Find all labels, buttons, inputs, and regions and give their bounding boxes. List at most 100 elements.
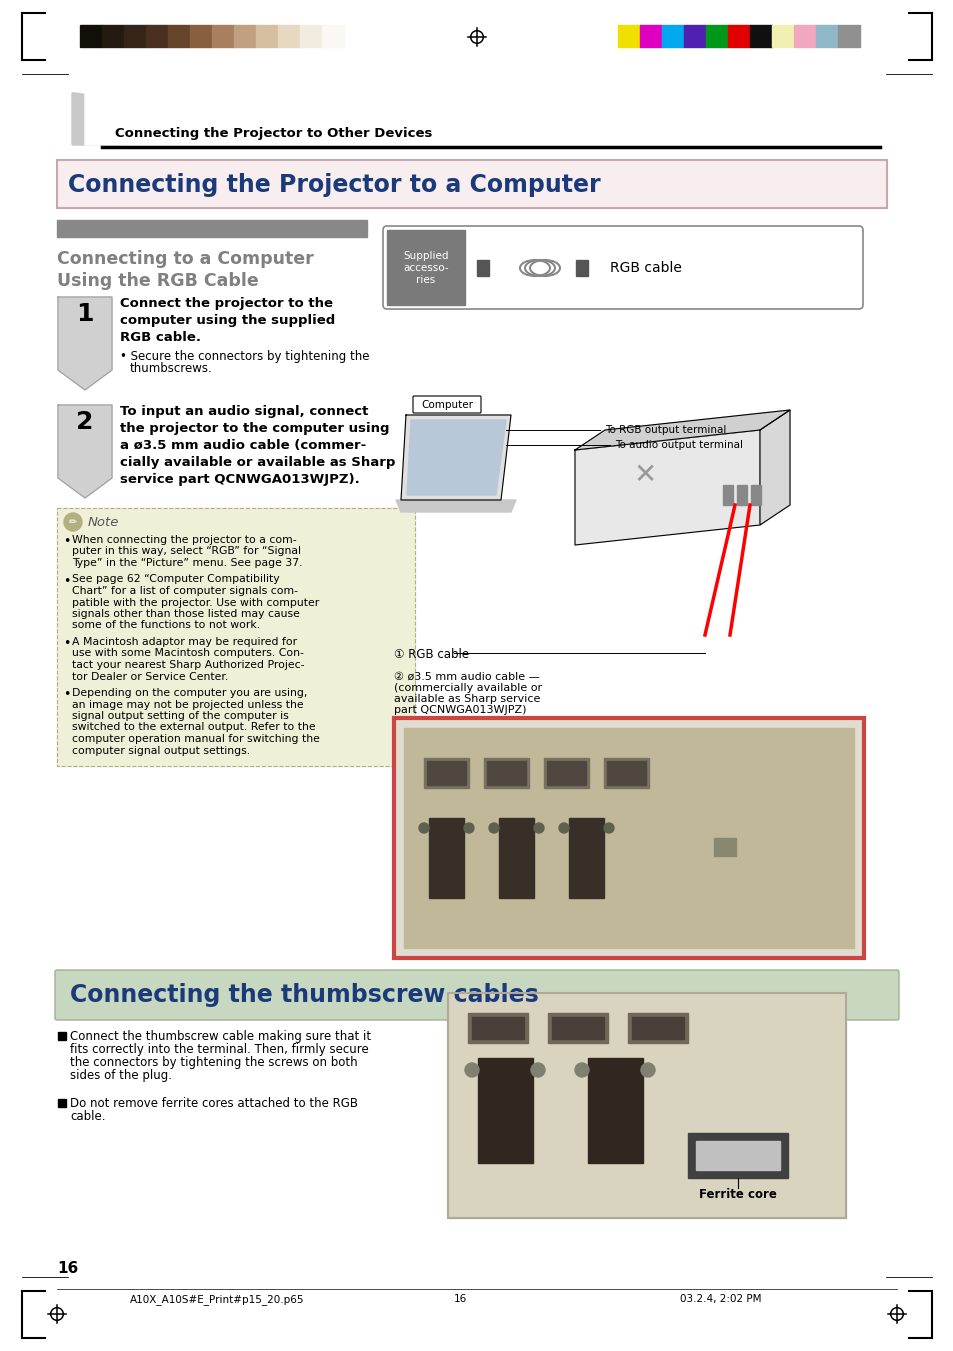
Bar <box>190 26 212 47</box>
Circle shape <box>489 823 498 834</box>
Bar <box>58 1032 66 1040</box>
Text: •: • <box>63 638 71 650</box>
Circle shape <box>640 1063 655 1077</box>
Text: Connect the thumbscrew cable making sure that it: Connect the thumbscrew cable making sure… <box>70 1029 371 1043</box>
Text: When connecting the projector to a com-: When connecting the projector to a com- <box>71 535 296 544</box>
Circle shape <box>558 823 568 834</box>
Circle shape <box>534 823 543 834</box>
Bar <box>749 26 771 47</box>
Text: sides of the plug.: sides of the plug. <box>70 1069 172 1082</box>
Text: Do not remove ferrite cores attached to the RGB: Do not remove ferrite cores attached to … <box>70 1097 357 1111</box>
Text: Using the RGB Cable: Using the RGB Cable <box>57 272 258 290</box>
Text: See page 62 “Computer Compatibility: See page 62 “Computer Compatibility <box>71 574 279 585</box>
Text: a ø3.5 mm audio cable (commer-: a ø3.5 mm audio cable (commer- <box>120 439 366 453</box>
Text: thumbscrews.: thumbscrews. <box>130 362 213 376</box>
Polygon shape <box>400 415 511 500</box>
Bar <box>322 26 344 47</box>
Bar <box>547 1013 607 1043</box>
Circle shape <box>418 823 429 834</box>
Text: Depending on the computer you are using,: Depending on the computer you are using, <box>71 688 307 698</box>
Bar <box>57 159 886 208</box>
Bar <box>472 1017 523 1039</box>
FancyBboxPatch shape <box>413 396 480 413</box>
Bar <box>683 26 705 47</box>
Bar <box>546 761 585 785</box>
Text: Supplied
accesso-
ries: Supplied accesso- ries <box>403 250 448 285</box>
Bar <box>737 485 746 505</box>
Text: cially available or available as Sharp: cially available or available as Sharp <box>120 457 395 469</box>
Text: RGB cable: RGB cable <box>609 261 681 276</box>
Bar <box>552 1017 603 1039</box>
Text: 16: 16 <box>57 1260 78 1275</box>
Text: the connectors by tightening the screws on both: the connectors by tightening the screws … <box>70 1056 357 1069</box>
Text: Type” in the “Picture” menu. See page 37.: Type” in the “Picture” menu. See page 37… <box>71 558 302 567</box>
Bar <box>468 1013 527 1043</box>
Circle shape <box>575 1063 588 1077</box>
Bar <box>168 26 190 47</box>
Circle shape <box>531 1063 544 1077</box>
Text: puter in this way, select “RGB” for “Signal: puter in this way, select “RGB” for “Sig… <box>71 547 301 557</box>
Bar <box>277 26 299 47</box>
Circle shape <box>603 823 614 834</box>
Bar <box>483 758 529 788</box>
Bar <box>394 717 863 958</box>
Text: A10X_A10S#E_Print#p15_20.p65: A10X_A10S#E_Print#p15_20.p65 <box>130 1294 304 1305</box>
Text: the projector to the computer using: the projector to the computer using <box>120 422 389 435</box>
Text: some of the functions to not work.: some of the functions to not work. <box>71 620 260 631</box>
Bar <box>448 993 845 1219</box>
Text: Connect the projector to the: Connect the projector to the <box>120 297 333 309</box>
Bar <box>837 26 859 47</box>
Text: service part QCNWGA013WJPZ).: service part QCNWGA013WJPZ). <box>120 473 359 486</box>
Bar <box>727 26 749 47</box>
Bar <box>815 26 837 47</box>
Text: •: • <box>63 535 71 549</box>
FancyBboxPatch shape <box>55 970 898 1020</box>
Bar <box>80 26 102 47</box>
Text: computer signal output settings.: computer signal output settings. <box>71 746 250 755</box>
Bar <box>427 761 465 785</box>
Text: tact your nearest Sharp Authorized Projec-: tact your nearest Sharp Authorized Proje… <box>71 661 304 670</box>
Bar <box>576 259 587 276</box>
Bar <box>713 838 735 857</box>
Text: Connecting to a Computer: Connecting to a Computer <box>57 250 314 267</box>
Text: 1: 1 <box>76 303 93 326</box>
Polygon shape <box>58 405 112 499</box>
Text: switched to the external output. Refer to the: switched to the external output. Refer t… <box>71 723 315 732</box>
Text: 16: 16 <box>453 1294 466 1304</box>
Polygon shape <box>575 430 760 544</box>
Bar <box>687 1133 787 1178</box>
Text: (commercially available or: (commercially available or <box>394 684 541 693</box>
Text: 03.2.4, 2:02 PM: 03.2.4, 2:02 PM <box>679 1294 760 1304</box>
Text: Connecting the thumbscrew cables: Connecting the thumbscrew cables <box>70 984 538 1006</box>
Bar <box>568 817 603 898</box>
Polygon shape <box>760 409 789 526</box>
Text: RGB cable.: RGB cable. <box>120 331 201 345</box>
Polygon shape <box>395 500 516 512</box>
Bar <box>57 508 415 766</box>
Bar <box>477 1058 533 1163</box>
Text: To RGB output terminal: To RGB output terminal <box>604 426 725 435</box>
Text: A Macintosh adaptor may be required for: A Macintosh adaptor may be required for <box>71 638 296 647</box>
Text: signal output setting of the computer is: signal output setting of the computer is <box>71 711 289 721</box>
Text: patible with the projector. Use with computer: patible with the projector. Use with com… <box>71 597 319 608</box>
Bar <box>233 26 255 47</box>
Bar <box>705 26 727 47</box>
Bar <box>102 26 124 47</box>
Text: ① RGB cable: ① RGB cable <box>394 648 469 661</box>
Text: To audio output terminal: To audio output terminal <box>615 440 742 450</box>
Text: • Secure the connectors by tightening the: • Secure the connectors by tightening th… <box>120 350 369 363</box>
Circle shape <box>463 823 474 834</box>
Text: Connecting the Projector to a Computer: Connecting the Projector to a Computer <box>68 173 600 197</box>
Bar <box>57 220 367 236</box>
Circle shape <box>464 1063 478 1077</box>
Bar <box>587 1058 642 1163</box>
Bar <box>146 26 168 47</box>
Bar <box>403 728 853 948</box>
Bar <box>57 159 886 208</box>
Circle shape <box>64 513 82 531</box>
Bar <box>639 26 661 47</box>
Text: computer operation manual for switching the: computer operation manual for switching … <box>71 734 319 744</box>
Bar <box>299 26 322 47</box>
Bar <box>429 817 463 898</box>
Text: To input an audio signal, connect: To input an audio signal, connect <box>120 405 368 417</box>
